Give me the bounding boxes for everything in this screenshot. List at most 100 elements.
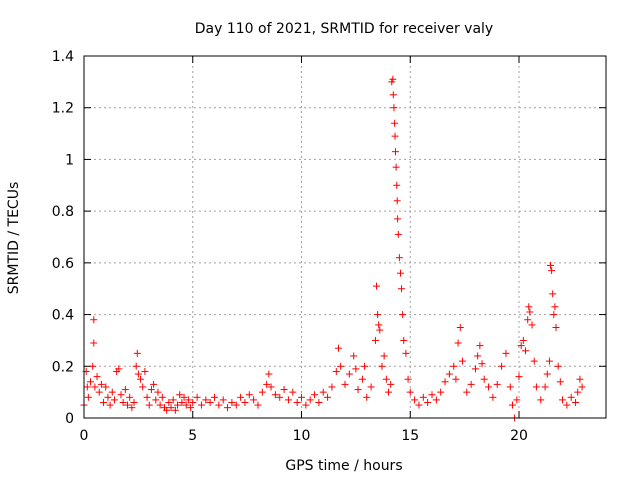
data-point [525,303,533,311]
x-tick-label: 0 [80,428,89,444]
data-point [545,357,553,365]
data-point [437,388,445,396]
data-point [89,362,97,370]
data-point [133,349,141,357]
data-point [211,393,218,401]
data-point [126,393,134,401]
data-point [493,380,501,388]
data-point [87,378,95,386]
data-point [393,181,401,189]
data-point [445,370,453,378]
data-point [265,370,273,378]
data-point [399,311,407,319]
data-point [169,396,177,404]
data-point [115,365,123,373]
data-point [530,357,538,365]
data-point [267,383,275,391]
data-point [576,375,584,383]
data-point [572,398,580,406]
data-point [102,383,110,391]
data-point [156,401,164,409]
data-point [90,316,98,324]
data-point [508,401,516,409]
data-point [182,401,190,409]
data-point [241,398,249,406]
y-tick-label: 0.2 [52,359,74,375]
y-axis-label: SRMTID / TECUs [6,182,22,295]
data-point [524,316,532,324]
data-point [394,215,402,223]
data-point [302,401,310,409]
y-tick-label: 0 [65,411,74,427]
data-point [93,373,101,381]
data-point [519,336,527,344]
grid [84,56,606,418]
data-point [134,370,142,378]
data-point [556,378,564,386]
data-point [537,396,545,404]
data-point [90,339,98,347]
data-point [419,393,427,401]
data-point [271,391,279,399]
data-point [324,393,332,401]
data-point [280,386,288,394]
data-point [97,380,105,388]
data-point [298,393,305,401]
data-point [84,393,92,401]
data-point [206,398,214,406]
data-point [104,393,112,401]
data-point [128,404,136,412]
data-point [547,261,555,269]
data-point [154,388,162,396]
data-point [147,386,155,394]
data-point [392,163,400,171]
data-point [110,396,118,404]
data-point [224,404,232,412]
data-point [567,393,575,401]
data-point [100,398,108,406]
data-point [485,383,493,391]
data-point [83,383,91,391]
x-tick-label: 10 [293,428,311,444]
data-point [215,401,223,409]
plot-frame [83,55,607,419]
data-point [474,352,482,360]
data-point [432,396,440,404]
data-point [387,380,395,388]
data-point [367,383,375,391]
data-point [184,396,192,404]
data-point [513,396,521,404]
data-point [515,373,523,381]
data-point [454,339,462,347]
data-point [402,349,410,357]
data-point [390,104,398,112]
data-point [139,383,147,391]
data-point [141,367,149,375]
data-point [130,398,138,406]
data-point [554,362,562,370]
data-point [391,148,399,156]
data-point [396,269,404,277]
data-point [124,401,131,409]
data-point [467,380,475,388]
data-point [341,380,349,388]
data-point [178,398,186,406]
data-point [137,375,145,383]
data-point [108,388,116,396]
data-point [452,375,460,383]
data-point [361,362,369,370]
data-point [415,401,423,409]
y-tick-label: 0.4 [52,308,74,324]
data-point [374,311,382,319]
data-point [450,362,458,370]
data-point [254,401,262,409]
data-point [91,383,99,391]
x-axis-label: GPS time / hours [285,458,402,474]
data-point [176,391,184,399]
x-tick-label: 20 [510,428,528,444]
data-point [228,398,236,406]
data-point [289,388,297,396]
data-point [363,393,371,401]
data-point [106,401,114,409]
data-point [517,342,525,350]
